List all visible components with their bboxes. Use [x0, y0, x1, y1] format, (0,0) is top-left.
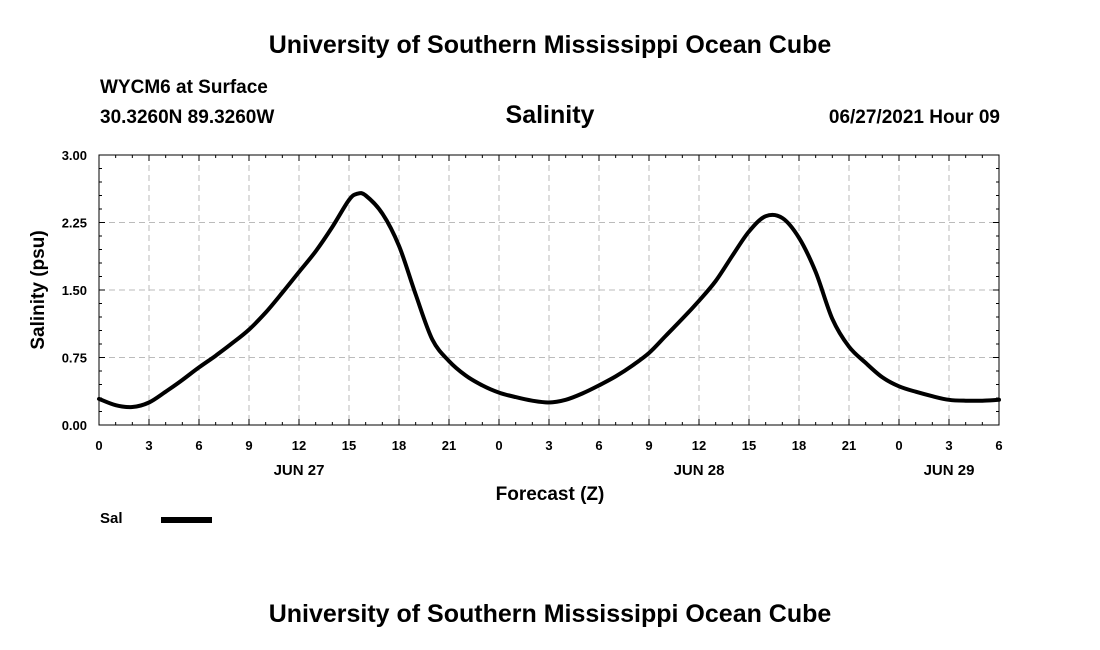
x-tick-label: 12: [692, 438, 706, 453]
station-name: WYCM6 at Surface: [100, 77, 268, 98]
date-label: JUN 27: [274, 462, 325, 479]
x-tick-label: 0: [95, 438, 102, 453]
x-tick-label: 3: [145, 438, 152, 453]
x-tick-label: 18: [792, 438, 806, 453]
y-tick-label: 2.25: [62, 216, 87, 231]
x-tick-label: 18: [392, 438, 406, 453]
x-tick-label: 0: [495, 438, 502, 453]
salinity-series-line: [97, 191, 1001, 410]
x-tick-label: 3: [545, 438, 552, 453]
forecast-timestamp: 06/27/2021 Hour 09: [828, 107, 1000, 128]
y-tick-label: 0.00: [62, 418, 87, 433]
y-tick-labels: 0.00 0.75 1.50 2.25 3.00: [62, 148, 87, 433]
salinity-chart: 0 3 6 9 12 15 18 21 0 3 6 9 12 15 18 21 0 3 6 0.00 0.75 1.50…: [28, 148, 1003, 505]
x-tick-label: 3: [945, 438, 952, 453]
x-tick-label: 6: [995, 438, 1002, 453]
chart-title: Salinity: [505, 101, 595, 129]
x-tick-label: 6: [195, 438, 202, 453]
x-tick-label: 9: [245, 438, 252, 453]
date-label: JUN 29: [924, 462, 975, 479]
y-tick-label: 3.00: [62, 148, 87, 163]
x-tick-label: 21: [442, 438, 456, 453]
grid-lines: [99, 155, 999, 425]
y-axis-label: Salinity (psu): [28, 230, 49, 349]
x-tick-label: 0: [895, 438, 902, 453]
date-label: JUN 28: [674, 462, 725, 479]
x-tick-label: 15: [742, 438, 756, 453]
legend-label: Sal: [100, 510, 123, 527]
x-tick-label: 12: [292, 438, 306, 453]
axis-ticks: [98, 154, 1000, 426]
legend-line-swatch: [161, 517, 212, 523]
footer-title: University of Southern Mississippi Ocean…: [268, 600, 832, 628]
y-tick-label: 0.75: [62, 351, 87, 366]
date-labels: JUN 27 JUN 28 JUN 29: [274, 462, 975, 479]
y-tick-label: 1.50: [62, 283, 87, 298]
x-tick-label: 15: [342, 438, 356, 453]
x-tick-labels: 0 3 6 9 12 15 18 21 0 3 6 9 12 15 18 21 0 3 6: [95, 438, 1002, 453]
x-axis-label: Forecast (Z): [496, 484, 605, 505]
station-coordinates: 30.3260N 89.3260W: [100, 107, 275, 128]
main-title: University of Southern Mississippi Ocean…: [268, 31, 832, 59]
x-tick-label: 21: [842, 438, 856, 453]
x-tick-label: 9: [645, 438, 652, 453]
x-tick-label: 6: [595, 438, 602, 453]
